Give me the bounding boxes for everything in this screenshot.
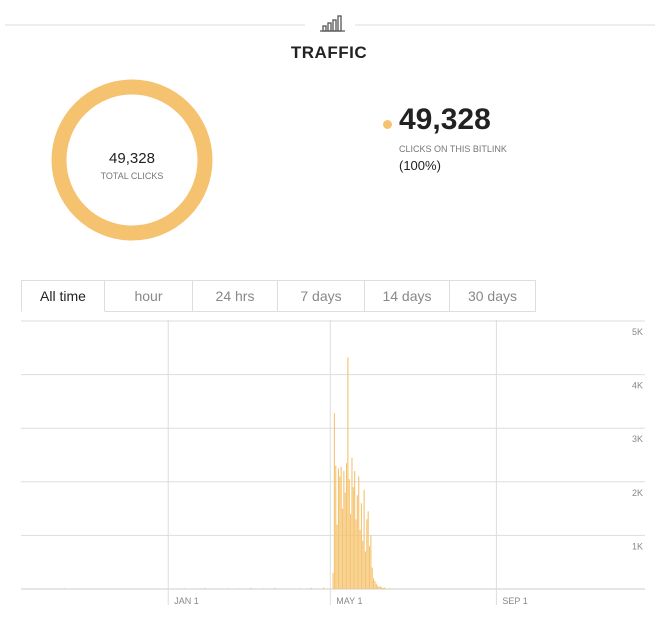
bar [337,468,340,589]
bar [340,466,342,589]
bar [379,586,381,589]
bar [25,588,28,589]
total-clicks: 49,328 [109,150,155,167]
bar [363,489,365,589]
bar [194,588,196,589]
bar [368,546,371,589]
y-tick-label: 1K [632,541,643,551]
bar [333,413,335,589]
y-tick-label: 2K [632,488,643,498]
tab[interactable]: 24 hrs [193,280,278,312]
bar [250,587,252,589]
bar [63,588,65,589]
donut-ring [51,79,213,241]
bar [374,580,376,589]
bar [116,588,118,589]
bar [237,588,240,589]
bar [346,463,348,589]
bar [310,587,312,589]
bar [332,572,334,589]
clicks-label: CLICKS ON THIS BITLINK [399,144,507,154]
bar [389,588,391,589]
chart-icon [320,15,345,32]
bar [366,519,368,589]
tab[interactable]: hour [105,280,193,312]
share: (100%) [399,158,441,173]
bar [348,479,350,589]
bar [382,587,384,589]
bar [377,585,379,589]
y-tick-label: 3K [632,434,643,444]
bar [227,588,229,589]
bar [347,357,349,589]
bar [344,492,346,589]
title: TRAFFIC [290,43,368,62]
tab[interactable]: 7 days [278,280,365,312]
legend-dot [383,120,392,129]
tabs: All time hour 24 hrs 7 days 14 days 30 days [21,280,536,312]
bar [383,587,385,589]
bar [381,587,383,589]
bar [274,588,276,589]
bar [354,471,356,589]
bar [359,530,361,589]
bar [364,551,367,589]
bar [339,476,341,589]
bar [343,471,345,589]
bar [367,511,369,589]
bar [351,457,353,589]
bar [323,587,325,589]
bar [214,588,217,589]
bar [358,476,360,589]
x-tick-label: MAY 1 [336,596,362,606]
chart: 1K 2K 3K 4K 5K JAN 1 MAY 1 SEP 1 [21,320,645,606]
bar [204,588,206,589]
tab[interactable]: 30 days [450,280,536,312]
x-tick-label: JAN 1 [174,596,199,606]
bar [298,588,300,589]
y-tick-label: 5K [632,327,643,337]
tab[interactable]: 14 days [365,280,450,312]
bar [350,513,352,589]
header-rule [5,15,655,32]
bar [335,465,337,589]
clicks: 49,328 [399,103,491,136]
x-tick-label: SEP 1 [502,596,527,606]
bar [355,519,357,589]
bar [352,487,354,589]
bar [362,540,364,589]
bar [262,588,264,589]
bar [370,535,372,589]
bar [360,503,362,589]
total-label: TOTAL CLICKS [100,171,164,181]
bar [375,583,377,589]
y-tick-label: 4K [632,381,643,391]
bar [286,588,288,589]
bar [341,508,344,589]
bar [371,567,373,589]
bar [183,588,186,589]
tab[interactable]: All time [21,280,105,312]
donut [51,79,213,241]
bar [356,495,358,589]
bar [378,586,380,589]
bar [373,578,375,589]
bar [336,524,338,589]
